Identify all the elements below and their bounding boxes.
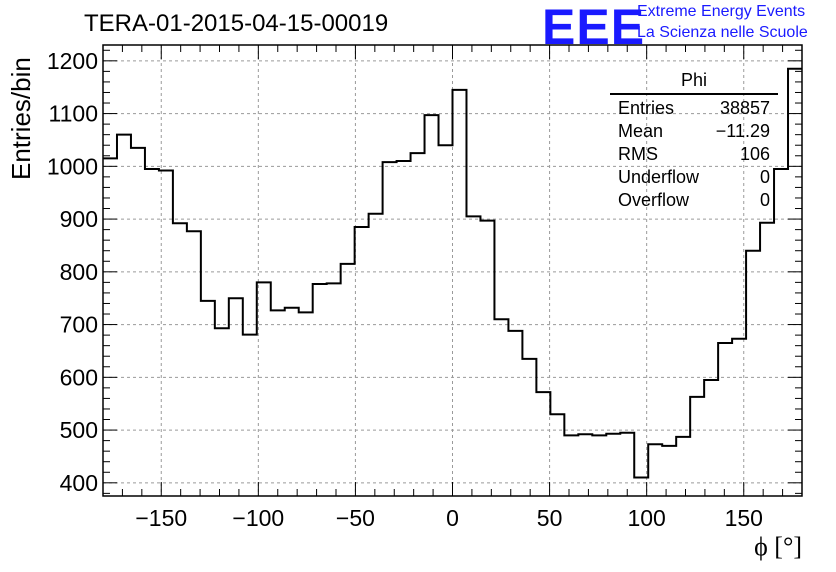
stats-title: Phi bbox=[610, 70, 778, 95]
stats-label: Underflow bbox=[618, 167, 700, 187]
y-tick-label: 1100 bbox=[49, 101, 98, 127]
x-tick-label: 0 bbox=[446, 505, 459, 531]
stats-label: Overflow bbox=[618, 190, 690, 210]
y-tick-label: 800 bbox=[60, 259, 98, 285]
histogram-series-line bbox=[103, 67, 802, 479]
stats-label: Mean bbox=[618, 121, 664, 141]
x-tick-label: 50 bbox=[537, 505, 563, 531]
y-axis-label: Entries/bin bbox=[6, 57, 36, 180]
stats-row-underflow: Underflow 0 bbox=[610, 166, 778, 189]
stats-value: 0 bbox=[759, 190, 770, 210]
x-tick-label: −150 bbox=[135, 505, 187, 531]
stats-label: RMS bbox=[618, 144, 658, 164]
x-tick-label: −100 bbox=[232, 505, 284, 531]
stats-value: 38857 bbox=[719, 98, 770, 118]
stats-box: Phi Entries 38857 Mean −11.29 RMS 106 Un… bbox=[610, 70, 778, 212]
stats-value: 106 bbox=[739, 144, 770, 164]
y-tick-label: 600 bbox=[60, 364, 98, 390]
stats-value: −11.29 bbox=[715, 121, 770, 141]
x-tick-label: 150 bbox=[725, 505, 763, 531]
y-tick-label: 700 bbox=[60, 312, 98, 338]
stats-row-rms: RMS 106 bbox=[610, 143, 778, 166]
logo-text-line2: La Scienza nelle Scuole bbox=[637, 24, 808, 41]
x-tick-label: −50 bbox=[336, 505, 375, 531]
logo-text-line1: Extreme Energy Events bbox=[637, 3, 806, 20]
x-tick-label: 100 bbox=[627, 505, 665, 531]
stats-row-mean: Mean −11.29 bbox=[610, 120, 778, 143]
stats-row-entries: Entries 38857 bbox=[610, 97, 778, 120]
stats-label: Entries bbox=[618, 98, 675, 118]
y-tick-label: 1000 bbox=[47, 153, 98, 179]
y-tick-label: 500 bbox=[60, 417, 98, 443]
y-tick-label: 400 bbox=[60, 470, 98, 496]
y-tick-label: 1200 bbox=[47, 48, 98, 74]
stats-row-overflow: Overflow 0 bbox=[610, 189, 778, 212]
x-axis-label: ϕ [°] bbox=[754, 532, 802, 561]
stats-value: 0 bbox=[759, 167, 770, 187]
eee-logo: EEE bbox=[542, 0, 646, 55]
plot-frame bbox=[102, 44, 803, 497]
y-tick-label: 900 bbox=[60, 206, 98, 232]
chart-title: TERA-01-2015-04-15-00019 bbox=[84, 10, 389, 37]
